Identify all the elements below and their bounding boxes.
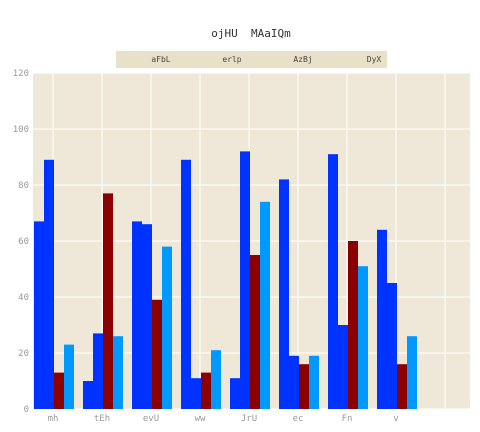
bar-erlp-Fn bbox=[338, 325, 348, 409]
bar-erlp-v bbox=[387, 283, 397, 409]
legend-item-AzBj: AzBj bbox=[293, 55, 312, 64]
bar-DyX-tEh bbox=[113, 336, 123, 409]
y-tick-label: 80 bbox=[18, 181, 29, 191]
bar-DyX-v bbox=[407, 336, 417, 409]
bar-aFbL-ec bbox=[279, 179, 289, 409]
y-tick-label: 60 bbox=[18, 237, 29, 247]
bar-erlp-evU bbox=[142, 224, 152, 409]
bar-AzBj-Fn bbox=[348, 241, 358, 409]
x-tick-label: JrU bbox=[241, 414, 257, 424]
y-tick-label: 20 bbox=[18, 349, 29, 359]
bar-DyX-mh bbox=[64, 344, 74, 409]
bar-AzBj-tEh bbox=[103, 193, 113, 409]
bar-aFbL-JrU bbox=[230, 378, 240, 409]
bar-DyX-Fn bbox=[358, 266, 368, 409]
bar-AzBj-JrU bbox=[250, 255, 260, 409]
x-tick-label: Fn bbox=[342, 414, 353, 424]
tick-labels: 0 20 40 60 80 100 120 mh tEh evU ww JrU ec Fn v bbox=[13, 69, 399, 424]
legend-item-DyX: DyX bbox=[367, 55, 382, 64]
bar-aFbL-Fn bbox=[328, 154, 338, 409]
legend: aFbL erlp AzBj DyX bbox=[116, 51, 387, 68]
bar-erlp-ec bbox=[289, 355, 299, 409]
bar-aFbL-mh bbox=[34, 221, 44, 409]
bar-DyX-ww bbox=[211, 350, 221, 409]
y-tick-label: 120 bbox=[13, 69, 29, 79]
x-tick-label: ec bbox=[293, 414, 304, 424]
x-tick-label: ww bbox=[195, 414, 206, 424]
bar-AzBj-ec bbox=[299, 364, 309, 409]
x-tick-label: mh bbox=[48, 414, 59, 424]
y-tick-label: 0 bbox=[24, 405, 29, 415]
x-tick-label: v bbox=[393, 414, 398, 424]
y-tick-label: 40 bbox=[18, 293, 29, 303]
x-tick-label: evU bbox=[143, 414, 159, 424]
bars bbox=[34, 151, 417, 409]
chart-title: ojHU MAaIQm bbox=[211, 27, 291, 40]
bar-erlp-mh bbox=[44, 159, 54, 409]
bar-AzBj-evU bbox=[152, 299, 162, 409]
bar-aFbL-v bbox=[377, 229, 387, 409]
bar-AzBj-ww bbox=[201, 372, 211, 409]
bar-DyX-evU bbox=[162, 246, 172, 409]
bar-DyX-ec bbox=[309, 355, 319, 409]
bar-aFbL-tEh bbox=[83, 381, 93, 409]
bar-AzBj-v bbox=[397, 364, 407, 409]
y-tick-label: 100 bbox=[13, 125, 29, 135]
bar-erlp-ww bbox=[191, 378, 201, 409]
legend-item-aFbL: aFbL bbox=[151, 55, 170, 64]
bar-erlp-tEh bbox=[93, 333, 103, 409]
bar-erlp-JrU bbox=[240, 151, 250, 409]
bar-DyX-JrU bbox=[260, 201, 270, 409]
legend-item-erlp: erlp bbox=[222, 55, 241, 64]
x-tick-label: tEh bbox=[94, 414, 110, 424]
legend-box bbox=[116, 51, 387, 68]
bar-AzBj-mh bbox=[54, 372, 64, 409]
bar-aFbL-evU bbox=[132, 221, 142, 409]
bar-aFbL-ww bbox=[181, 159, 191, 409]
